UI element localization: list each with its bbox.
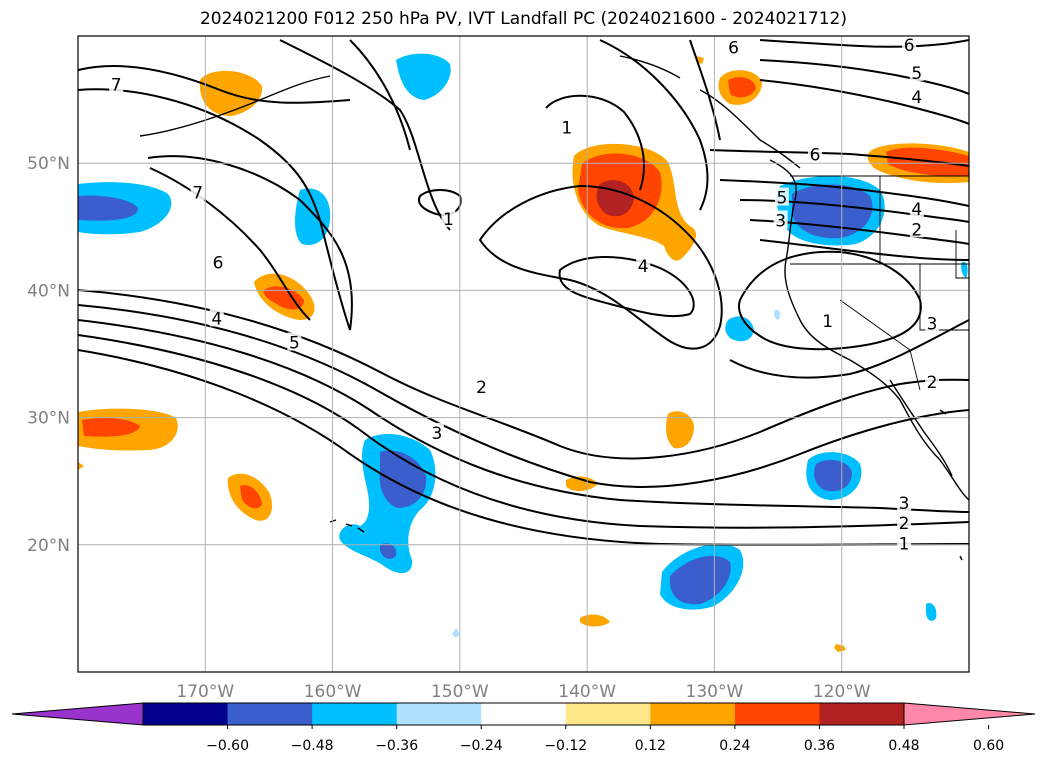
- lat-label-2: 40°N: [27, 281, 70, 301]
- contour-label: 5: [911, 64, 922, 84]
- contour-label-bg: [726, 37, 741, 56]
- colorbar-segment: [396, 703, 482, 725]
- latitude-labels: 20°N 30°N 40°N 50°N: [27, 154, 70, 556]
- contour-label: 3: [432, 424, 443, 444]
- contour-label-bg: [897, 533, 912, 552]
- contour-label-bg: [909, 62, 924, 81]
- colorbar-tick-label: 0.48: [888, 738, 919, 754]
- contour-label: 4: [911, 200, 922, 220]
- lat-label-3: 50°N: [27, 154, 70, 174]
- contour-label: 6: [213, 253, 224, 273]
- contour-label: 3: [927, 314, 938, 334]
- contour-label: 1: [822, 312, 833, 332]
- contour-label: 2: [476, 378, 487, 398]
- contour-label: 4: [638, 257, 649, 277]
- contour-label-bg: [820, 310, 835, 329]
- colorbar-extension-high: [903, 702, 1036, 726]
- contour-label: 7: [111, 75, 122, 95]
- longitude-labels: 170°W 160°W 150°W 140°W 130°W 120°W: [176, 682, 870, 702]
- lon-label-5: 120°W: [813, 682, 871, 702]
- lon-label-1: 160°W: [304, 682, 362, 702]
- contour-label: 4: [911, 88, 922, 108]
- contour-label-bg: [774, 187, 789, 206]
- contour-label: 4: [211, 309, 222, 329]
- contour-label-bg: [209, 308, 224, 327]
- colorbar-segment: [312, 703, 398, 725]
- contour-label-bg: [807, 144, 822, 163]
- contour-label: 2: [927, 373, 938, 393]
- colorbar-segment: [734, 703, 820, 725]
- contour-label-bg: [909, 198, 924, 217]
- contour-label: 6: [728, 38, 739, 58]
- colorbar-segment: [143, 703, 229, 725]
- contour-label: 6: [810, 145, 821, 165]
- contour-label-bg: [773, 210, 788, 229]
- map-gridlines: [78, 36, 969, 672]
- contour-label: 3: [899, 494, 910, 514]
- colorbar-tick-label: −0.60: [206, 738, 249, 754]
- contour-label: 7: [192, 183, 203, 203]
- colorbar-segment: [227, 703, 313, 725]
- contour-label-bg: [109, 74, 124, 93]
- contour-label-bg: [902, 36, 917, 53]
- contour-label-bg: [897, 513, 912, 532]
- colorbar-extension-low: [11, 702, 144, 726]
- map-title: 2024021200 F012 250 hPa PV, IVT Landfall…: [199, 9, 847, 29]
- colorbar-tick-label: −0.36: [375, 738, 418, 754]
- state-borders: [790, 175, 969, 391]
- lat-label-1: 30°N: [27, 409, 70, 429]
- contour-label: 3: [775, 211, 786, 231]
- contour-label-bg: [287, 332, 302, 351]
- contour-label: 5: [289, 334, 300, 354]
- contour-label-bg: [474, 377, 489, 396]
- lon-label-4: 130°W: [686, 682, 744, 702]
- colorbar-tick-label: 0.60: [973, 738, 1004, 754]
- contour-label-bg: [897, 492, 912, 511]
- contour-label-bg: [441, 209, 456, 228]
- contour-label-bg: [559, 117, 574, 136]
- contour-label-bg: [925, 313, 940, 332]
- lon-label-0: 170°W: [176, 682, 234, 702]
- colorbar-segment: [565, 703, 651, 725]
- contour-label: 1: [899, 535, 910, 555]
- colorbar-tick-label: 0.24: [719, 738, 750, 754]
- colorbar: −0.60 −0.48 −0.36 −0.24 −0.12 0.12 0.24 0.36 0.4…: [11, 702, 1036, 754]
- colorbar-frame: [142, 702, 905, 726]
- colorbar-segment: [650, 703, 736, 725]
- colorbar-tick-label: 0.36: [804, 738, 835, 754]
- contour-label-bg: [925, 371, 940, 390]
- colorbar-tick-label: −0.24: [460, 738, 503, 754]
- contour-label: 1: [561, 119, 572, 139]
- colorbar-tick-label: −0.48: [291, 738, 334, 754]
- colorbar-segment: [481, 703, 567, 725]
- contour-label: 1: [443, 210, 454, 230]
- contour-label-bg: [636, 256, 651, 275]
- contour-label-bg: [909, 87, 924, 106]
- contour-label: 2: [899, 514, 910, 534]
- contour-label-bg: [429, 422, 444, 441]
- map-frame: [77, 35, 970, 673]
- colorbar-tick-label: 0.12: [635, 738, 666, 754]
- contour-label: 6: [904, 36, 915, 56]
- contour-label-bg: [190, 182, 205, 201]
- contour-label: 5: [776, 189, 787, 209]
- lat-label-0: 20°N: [27, 536, 70, 556]
- lon-label-3: 140°W: [558, 682, 616, 702]
- contour-label-bg: [211, 252, 226, 271]
- colorbar-segment: [819, 703, 905, 725]
- coastlines: [139, 55, 969, 561]
- contour-label: 2: [911, 220, 922, 240]
- lon-label-2: 150°W: [431, 682, 489, 702]
- colorbar-tick-label: −0.12: [544, 738, 587, 754]
- contour-label-bg: [909, 219, 924, 238]
